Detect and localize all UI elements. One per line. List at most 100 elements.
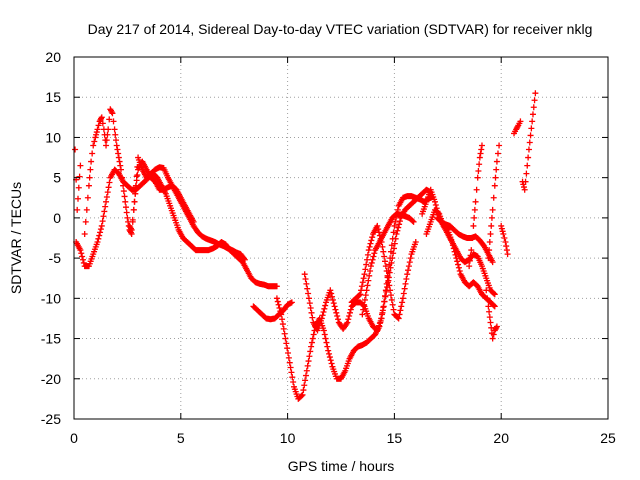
data-point	[468, 247, 475, 254]
data-point-dense	[326, 354, 333, 361]
data-point-dense	[493, 166, 500, 173]
data-point	[303, 367, 310, 374]
data-point	[305, 295, 312, 302]
data-point-dense	[310, 331, 317, 338]
y-tick-label: -5	[49, 250, 62, 266]
data-point	[395, 315, 402, 322]
data-point	[476, 154, 483, 161]
y-tick-label: -25	[41, 411, 61, 427]
data-point	[504, 251, 511, 258]
data-point-dense	[106, 116, 113, 123]
data-point-dense	[343, 320, 350, 327]
data-point-dense	[285, 350, 292, 357]
data-point-dense	[93, 129, 100, 136]
data-point	[491, 303, 498, 310]
data-point-dense	[356, 292, 363, 299]
data-point	[483, 287, 490, 294]
data-point-dense	[103, 193, 110, 200]
data-point	[115, 154, 122, 161]
data-point-dense	[384, 272, 391, 279]
data-point	[92, 134, 99, 141]
data-point-dense	[288, 369, 295, 376]
data-point-dense	[478, 146, 485, 153]
data-point-dense	[379, 243, 386, 250]
data-point-dense	[329, 293, 336, 300]
data-point	[301, 271, 308, 278]
data-point-dense	[388, 296, 395, 303]
data-point	[124, 214, 131, 221]
data-point-dense	[78, 250, 85, 257]
data-point	[83, 206, 90, 213]
data-point-dense	[455, 264, 462, 271]
data-point	[318, 315, 325, 322]
data-point-dense	[300, 387, 307, 394]
data-point-dense	[386, 261, 393, 268]
data-point-dense	[492, 174, 499, 181]
data-point-dense	[471, 206, 478, 213]
data-point-dense	[514, 123, 521, 130]
data-point	[374, 222, 381, 229]
data-point	[382, 263, 389, 270]
data-point	[404, 271, 411, 278]
data-point-dense	[389, 301, 396, 308]
data-point-dense	[387, 248, 394, 255]
data-point-dense	[389, 235, 396, 242]
data-point	[387, 287, 394, 294]
data-point-dense	[98, 115, 105, 122]
data-point-dense	[97, 226, 104, 233]
x-tick-label: 25	[600, 430, 616, 446]
data-point-dense	[407, 255, 414, 262]
data-point	[500, 230, 507, 237]
data-point	[521, 186, 528, 193]
data-point-dense	[319, 312, 326, 319]
data-point-dense	[287, 364, 294, 371]
data-point-dense	[366, 243, 373, 250]
data-point-dense	[108, 108, 115, 115]
data-point-dense	[102, 203, 109, 210]
data-point-dense	[503, 247, 510, 254]
data-point-dense	[365, 277, 372, 284]
data-point-dense	[486, 239, 493, 246]
data-point	[493, 158, 500, 165]
data-point-dense	[322, 302, 329, 309]
data-point-dense	[382, 292, 389, 299]
data-point	[288, 299, 295, 306]
data-point-dense	[93, 131, 100, 138]
data-point-dense	[328, 360, 335, 367]
data-point	[128, 226, 135, 233]
data-point-dense	[117, 162, 124, 169]
data-point-dense	[112, 131, 119, 138]
data-point-dense	[114, 146, 121, 153]
data-point	[487, 230, 494, 237]
data-point	[98, 222, 105, 229]
data-point	[241, 256, 248, 263]
data-point-dense	[475, 167, 482, 174]
data-point-dense	[531, 97, 538, 104]
data-point-dense	[368, 259, 375, 266]
data-point	[286, 359, 293, 366]
data-point-dense	[362, 266, 369, 273]
data-point-dense	[454, 258, 461, 265]
data-point-dense	[75, 184, 82, 191]
data-point-dense	[303, 280, 310, 287]
data-point-dense	[527, 132, 534, 139]
data-point-dense	[99, 120, 106, 127]
data-point-dense	[484, 295, 491, 302]
data-point	[113, 142, 120, 149]
data-point-dense	[113, 137, 120, 144]
data-point-dense	[326, 350, 333, 357]
data-point	[496, 142, 503, 149]
data-point-dense	[370, 253, 377, 260]
data-point-dense	[96, 232, 103, 239]
data-point-dense	[106, 179, 113, 186]
data-point-dense	[524, 162, 531, 169]
data-point-dense	[490, 302, 497, 309]
data-point-dense	[305, 358, 312, 365]
data-point	[431, 198, 438, 205]
data-point-dense	[327, 357, 334, 364]
data-point-dense	[91, 138, 98, 145]
data-point	[85, 182, 92, 189]
data-point	[103, 142, 110, 149]
data-point-dense	[321, 305, 328, 312]
data-point	[399, 295, 406, 302]
